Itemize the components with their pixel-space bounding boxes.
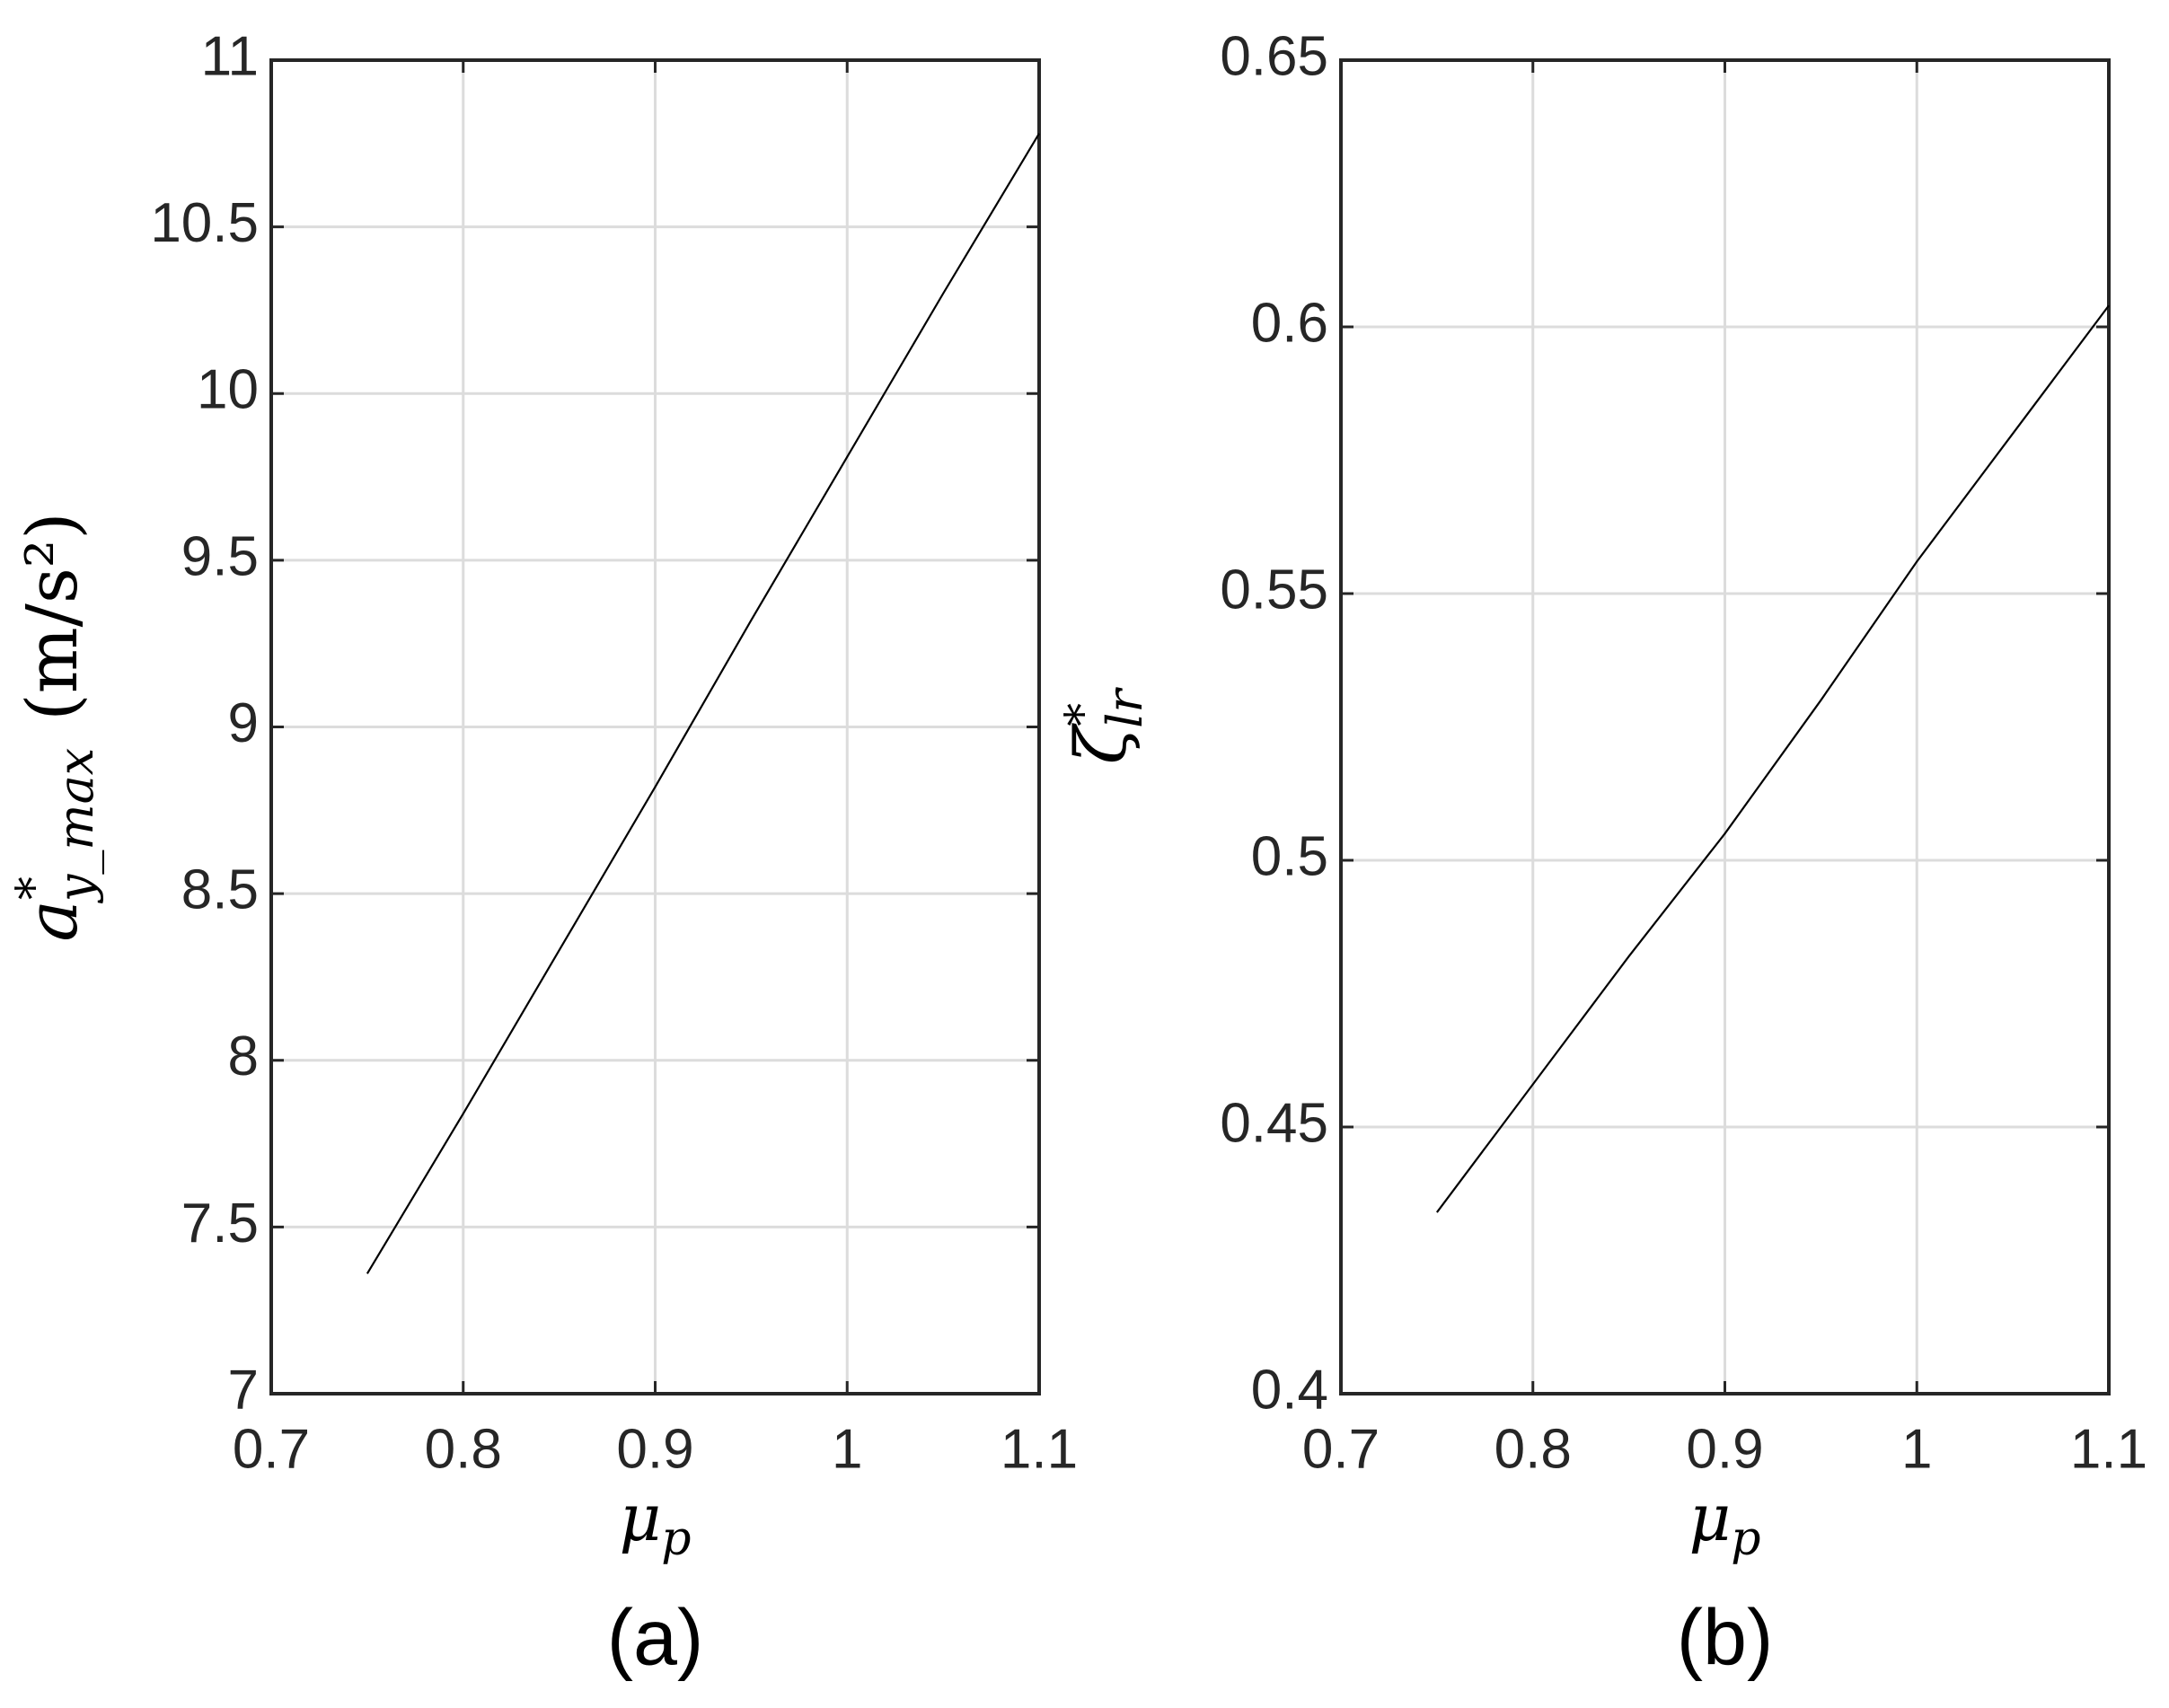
y-tick-label: 11 xyxy=(201,25,259,87)
y-label-symbol: ζ xyxy=(1062,722,1142,764)
data-line xyxy=(1435,304,2110,1213)
data-line xyxy=(366,133,1040,1274)
axes-box xyxy=(269,58,1041,1395)
y-tick-label: 0.55 xyxy=(1220,559,1328,621)
y-tick-label: 7.5 xyxy=(181,1193,259,1255)
x-axis-label: μp xyxy=(619,1480,691,1566)
x-tick-label: 0.8 xyxy=(425,1418,502,1480)
y-label-sub: lr xyxy=(1097,687,1153,728)
y-tick-label: 7 xyxy=(228,1359,259,1421)
axes-box xyxy=(1339,58,2111,1395)
y-label-sup: * xyxy=(1056,703,1110,726)
x-label-sub: p xyxy=(1731,1512,1760,1566)
y-axis-label: ζ*lr xyxy=(1056,687,1153,765)
y-tick-label: 0.6 xyxy=(1251,292,1328,354)
y-tick-label: 0.4 xyxy=(1251,1359,1328,1421)
x-tick-label: 0.9 xyxy=(616,1418,693,1480)
x-axis-label: μp xyxy=(1688,1480,1760,1566)
x-tick-label: 1 xyxy=(1901,1418,1932,1480)
y-tick-label: 0.5 xyxy=(1251,825,1328,887)
y-tick-label: 9.5 xyxy=(181,525,259,587)
y-tick-label: 8 xyxy=(228,1026,259,1087)
x-tick-label: 0.8 xyxy=(1494,1418,1572,1480)
x-tick-label: 0.7 xyxy=(1302,1418,1380,1480)
y-label-sub: y_max xyxy=(48,748,104,903)
y-tick-label: 10.5 xyxy=(150,192,259,254)
y-axis-label: a*y_max (m/s²) xyxy=(7,512,104,941)
y-tick-label: 8.5 xyxy=(181,859,259,921)
panel-label: (a) xyxy=(607,1592,704,1681)
y-label-sup: * xyxy=(7,876,61,900)
x-tick-label: 1 xyxy=(832,1418,862,1480)
y-label-symbol: a xyxy=(13,900,93,942)
x-label-symbol: μ xyxy=(1688,1480,1731,1555)
panel-label: (b) xyxy=(1677,1592,1774,1681)
y-label-unit: (m/s²) xyxy=(13,512,93,720)
x-label-symbol: μ xyxy=(619,1480,661,1555)
y-tick-label: 9 xyxy=(228,692,259,754)
x-tick-label: 0.7 xyxy=(233,1418,310,1480)
y-tick-label: 0.65 xyxy=(1220,25,1328,87)
x-tick-label: 0.9 xyxy=(1686,1418,1763,1480)
x-tick-label: 1.1 xyxy=(2070,1418,2147,1480)
y-tick-label: 0.45 xyxy=(1220,1092,1328,1154)
y-tick-label: 10 xyxy=(197,359,259,421)
x-label-sub: p xyxy=(661,1512,691,1566)
x-tick-label: 1.1 xyxy=(1001,1418,1078,1480)
